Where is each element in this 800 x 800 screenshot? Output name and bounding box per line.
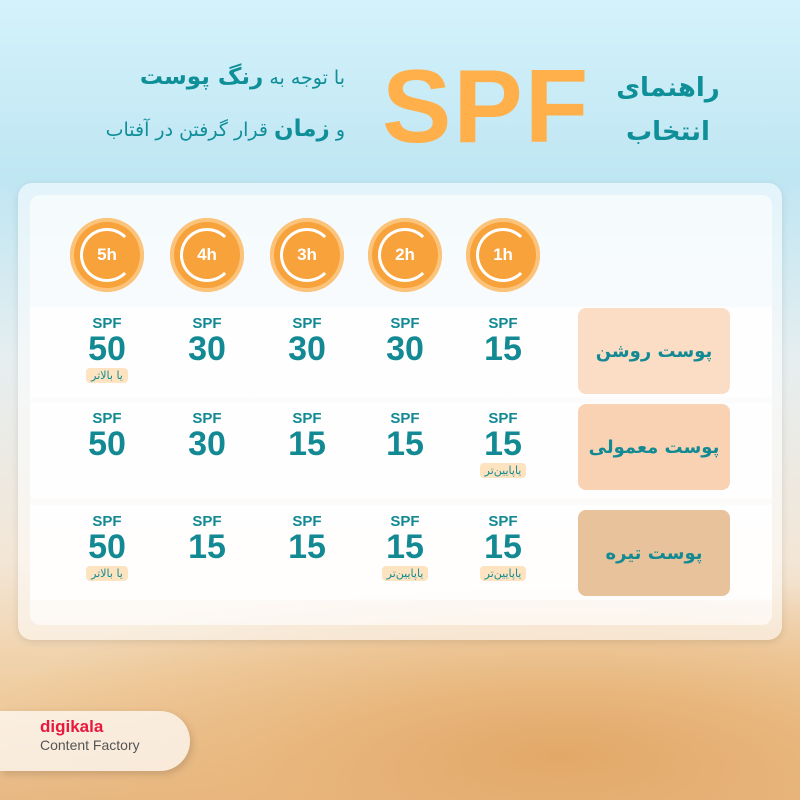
spf-value: 30 xyxy=(188,330,226,368)
spf-cell: SPF 50 یا بالاتر xyxy=(62,513,152,582)
spf-prefix: SPF xyxy=(390,410,420,427)
spf-title: SPF xyxy=(382,49,591,165)
spf-note: یاپایین‌تر xyxy=(479,463,527,478)
spf-note: یا بالاتر xyxy=(86,566,128,581)
subtitle-bold: زمان xyxy=(274,116,330,142)
spf-prefix: SPF xyxy=(488,315,518,332)
spf-value: 50 xyxy=(88,528,126,566)
spf-value: 15 xyxy=(484,425,522,463)
spf-cell: SPF 15 یاپایین‌تر xyxy=(458,513,548,582)
spf-value: 15 xyxy=(484,528,522,566)
subtitle-line-1: با توجه به رنگ پوست xyxy=(140,64,345,90)
spf-value: 30 xyxy=(188,425,226,463)
spf-prefix: SPF xyxy=(292,315,322,332)
skin-type-label: پوست روشن xyxy=(578,308,730,394)
spf-note: یا بالاتر xyxy=(86,368,128,383)
spf-prefix: SPF xyxy=(390,315,420,332)
spf-prefix: SPF xyxy=(192,315,222,332)
hour-label: 2h xyxy=(378,228,432,282)
skin-type-label: پوست تیره xyxy=(578,510,730,596)
spf-value: 15 xyxy=(484,330,522,368)
subtitle-bold: رنگ پوست xyxy=(139,64,264,90)
digikala-logo: digikala Content Factory xyxy=(0,711,190,771)
spf-value: 15 xyxy=(288,425,326,463)
spf-prefix: SPF xyxy=(292,513,322,530)
spf-prefix: SPF xyxy=(390,513,420,530)
spf-value: 15 xyxy=(288,528,326,566)
spf-note: یاپایین‌تر xyxy=(479,566,527,581)
spf-cell: SPF 15 یاپایین‌تر xyxy=(360,513,450,582)
subtitle-text: قرار گرفتن در آفتاب xyxy=(105,119,268,141)
subtitle-text: با توجه به xyxy=(269,67,345,89)
brand-subtitle: Content Factory xyxy=(40,737,140,753)
spf-prefix: SPF xyxy=(92,315,122,332)
spf-value: 15 xyxy=(386,528,424,566)
spf-cell: SPF 50 xyxy=(62,410,152,461)
spf-value: 15 xyxy=(386,425,424,463)
title-line-2: انتخاب xyxy=(626,117,710,147)
spf-prefix: SPF xyxy=(488,513,518,530)
spf-prefix: SPF xyxy=(92,513,122,530)
spf-value: 15 xyxy=(188,528,226,566)
spf-value: 50 xyxy=(88,425,126,463)
clock-icon: 2h xyxy=(368,218,442,292)
clock-icon: 5h xyxy=(70,218,144,292)
main-title: راهنمای انتخاب xyxy=(608,66,728,154)
spf-cell: SPF 15 یاپایین‌تر xyxy=(458,410,548,479)
brand-name: digikala xyxy=(40,717,104,736)
hour-label: 4h xyxy=(180,228,234,282)
spf-prefix: SPF xyxy=(92,410,122,427)
clock-icon: 3h xyxy=(270,218,344,292)
spf-cell: SPF 15 xyxy=(360,410,450,461)
subtitle-text: و xyxy=(335,119,345,141)
hour-label: 3h xyxy=(280,228,334,282)
spf-prefix: SPF xyxy=(192,410,222,427)
spf-cell: SPF 15 xyxy=(162,513,252,564)
spf-cell: SPF 15 xyxy=(262,513,352,564)
spf-cell: SPF 30 xyxy=(162,410,252,461)
spf-value: 50 xyxy=(88,330,126,368)
clock-icon: 4h xyxy=(170,218,244,292)
spf-cell: SPF 30 xyxy=(162,315,252,366)
hour-label: 1h xyxy=(476,228,530,282)
clock-icon: 1h xyxy=(466,218,540,292)
title-line-1: راهنمای xyxy=(616,73,720,103)
spf-value: 30 xyxy=(386,330,424,368)
subtitle-line-2: و زمان قرار گرفتن در آفتاب xyxy=(106,116,345,142)
spf-prefix: SPF xyxy=(292,410,322,427)
spf-prefix: SPF xyxy=(488,410,518,427)
skin-type-label: پوست معمولی xyxy=(578,404,730,490)
spf-cell: SPF 30 xyxy=(360,315,450,366)
spf-note: یاپایین‌تر xyxy=(381,566,429,581)
spf-cell: SPF 30 xyxy=(262,315,352,366)
spf-value: 30 xyxy=(288,330,326,368)
hour-label: 5h xyxy=(80,228,134,282)
spf-cell: SPF 15 xyxy=(458,315,548,366)
spf-cell: SPF 15 xyxy=(262,410,352,461)
spf-prefix: SPF xyxy=(192,513,222,530)
spf-cell: SPF 50 یا بالاتر xyxy=(62,315,152,384)
